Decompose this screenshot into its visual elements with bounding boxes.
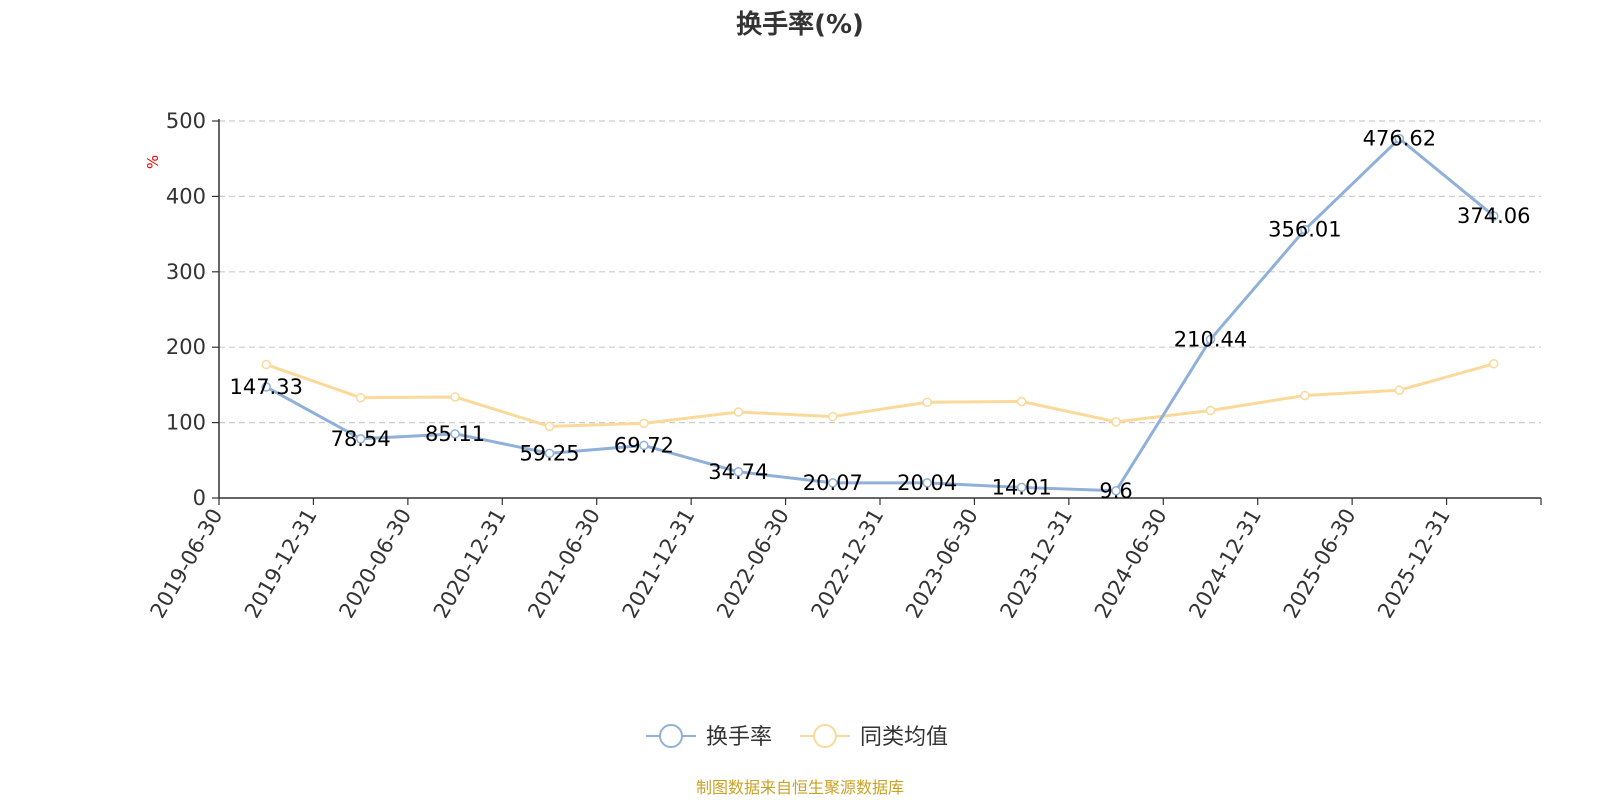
x-tick-label: 2024-06-30: [1090, 505, 1172, 623]
data-label: 20.04: [897, 471, 957, 495]
data-point[interactable]: [450, 392, 460, 402]
data-point[interactable]: [355, 392, 366, 403]
data-label: 78.54: [331, 427, 391, 451]
series-line: [265, 362, 1495, 428]
x-tick-label: 2025-06-30: [1279, 505, 1361, 623]
series-peer-average: [261, 359, 1499, 432]
data-point[interactable]: [1300, 390, 1310, 401]
series-turnover: [261, 133, 1499, 496]
data-labels: 147.33 78.54 85.11 59.25 69.72 34.74 20.07 20.0…: [229, 127, 1530, 503]
grid-lines: [219, 120, 1541, 424]
data-point[interactable]: [639, 418, 649, 429]
data-point[interactable]: [1300, 224, 1310, 235]
data-label: 59.25: [519, 441, 579, 465]
data-point[interactable]: [1205, 405, 1216, 416]
data-point[interactable]: [1394, 133, 1405, 144]
data-label: 20.07: [803, 471, 863, 495]
data-label: 356.01: [1268, 218, 1341, 242]
data-point[interactable]: [1111, 417, 1121, 427]
data-point[interactable]: [922, 478, 932, 488]
legend-item-turnover[interactable]: 换手率: [646, 724, 772, 750]
legend: 换手率 同类均值: [646, 724, 948, 750]
data-label: 476.62: [1363, 127, 1436, 151]
y-tick-label: 500: [166, 109, 206, 133]
data-label: 210.44: [1174, 327, 1247, 351]
legend-marker-icon: [813, 724, 837, 748]
data-point[interactable]: [1489, 211, 1499, 221]
x-tick-label: 2022-12-31: [807, 505, 889, 623]
legend-label: 同类均值: [860, 725, 948, 750]
data-point[interactable]: [1111, 486, 1121, 496]
x-tick-label: 2025-12-31: [1373, 505, 1455, 623]
y-tick-label: 300: [166, 260, 206, 284]
y-tick-label: 200: [166, 335, 206, 359]
series-lines: [261, 133, 1499, 496]
data-point[interactable]: [1016, 482, 1027, 493]
y-axis-unit-label: %: [144, 155, 162, 169]
x-tick-label: 2024-12-31: [1184, 505, 1266, 623]
data-point[interactable]: [639, 440, 649, 451]
data-point[interactable]: [1205, 334, 1216, 345]
data-label: 147.33: [229, 375, 302, 399]
x-tick-label: 2019-06-30: [146, 505, 228, 623]
x-tick-label: 2023-06-30: [901, 505, 983, 623]
data-point[interactable]: [1016, 396, 1027, 407]
data-point[interactable]: [1489, 359, 1499, 369]
data-point[interactable]: [450, 429, 460, 439]
x-tick-label: 2020-12-31: [429, 505, 511, 623]
x-tick-label: 2021-06-30: [523, 505, 605, 623]
y-tick-label: 0: [193, 486, 206, 510]
data-label: 69.72: [614, 433, 674, 457]
series-line: [265, 137, 1495, 493]
data-point[interactable]: [544, 421, 555, 432]
legend-marker-icon: [659, 724, 683, 748]
data-label: 34.74: [708, 460, 768, 484]
data-point[interactable]: [1394, 385, 1405, 395]
data-label: 85.11: [425, 422, 485, 446]
data-point[interactable]: [922, 397, 932, 407]
data-label: 374.06: [1457, 204, 1530, 228]
y-tick-label: 100: [166, 411, 206, 435]
x-tick-label: 2022-06-30: [712, 505, 794, 623]
legend-item-peer-average[interactable]: 同类均值: [800, 724, 948, 750]
data-point[interactable]: [828, 411, 838, 422]
x-tick-label: 2019-12-31: [240, 505, 322, 623]
data-point[interactable]: [544, 448, 555, 459]
data-point[interactable]: [355, 434, 366, 444]
data-point[interactable]: [733, 407, 744, 417]
data-label: 14.01: [992, 475, 1052, 499]
data-point[interactable]: [828, 478, 838, 488]
data-point[interactable]: [261, 382, 271, 392]
data-point[interactable]: [261, 359, 271, 370]
legend-label: 换手率: [706, 725, 772, 750]
y-tick-label: 400: [166, 184, 206, 208]
x-tick-label: 2023-12-31: [995, 505, 1077, 623]
x-tick-label: 2020-06-30: [334, 505, 416, 623]
data-source-note: 制图数据来自恒生聚源数据库: [696, 778, 904, 797]
data-label: 9.6: [1099, 479, 1132, 503]
x-tick-label: 2021-12-31: [618, 505, 700, 623]
chart-title: 换手率(%): [736, 9, 864, 40]
data-point[interactable]: [733, 467, 744, 477]
